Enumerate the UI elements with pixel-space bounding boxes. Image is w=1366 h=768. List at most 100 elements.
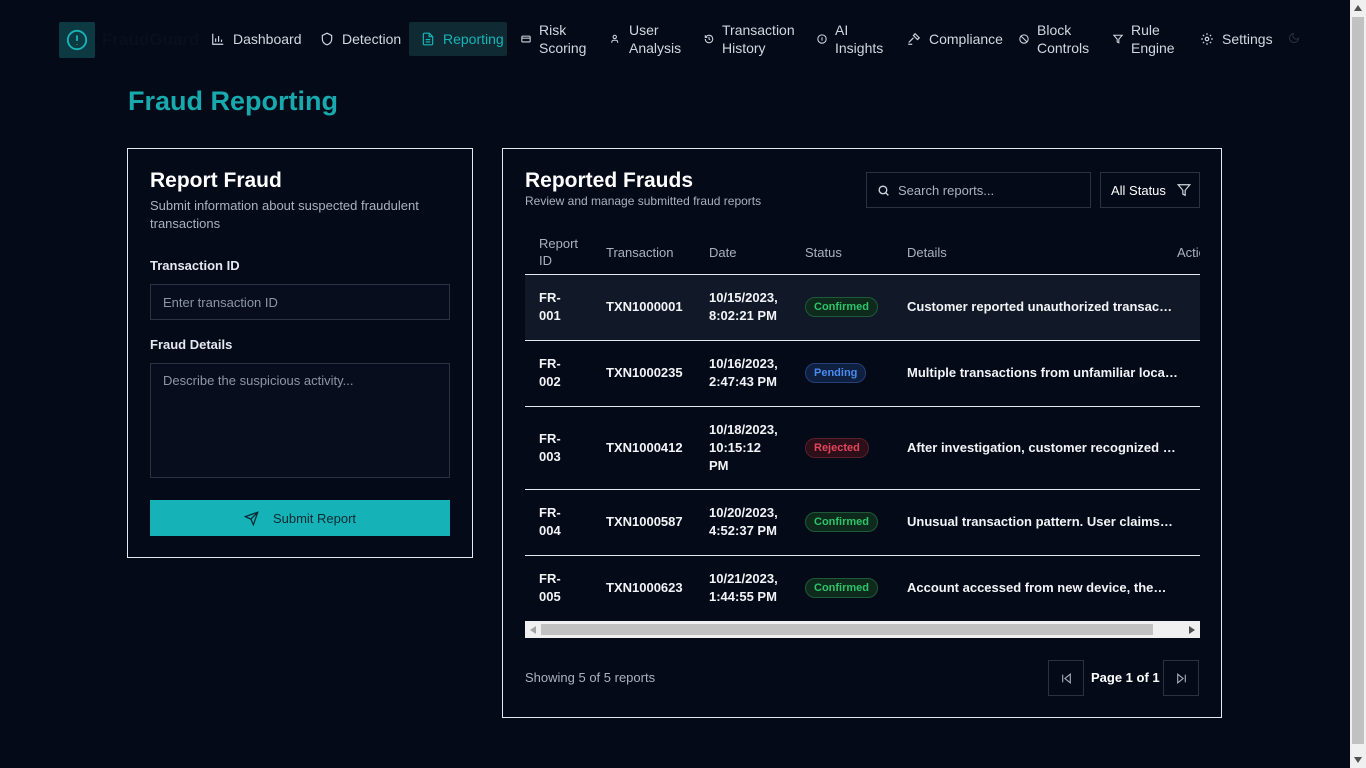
transaction-id-label: Transaction ID — [150, 258, 240, 273]
nav-settings[interactable]: Settings — [1200, 22, 1273, 56]
report-fraud-subtitle: Submit information about suspected fraud… — [150, 198, 419, 231]
transaction-id: TXN1000412 — [606, 440, 683, 455]
nav-label: AI Insights — [835, 22, 884, 56]
reported-frauds-title: Reported Frauds — [525, 169, 694, 192]
nav-label: Detection — [342, 31, 402, 47]
reported-frauds-card: Reported Frauds Review and manage submit… — [502, 148, 1222, 718]
report-details: Multiple transactions from unfamiliar lo… — [907, 365, 1178, 380]
filter-icon — [1113, 34, 1123, 44]
app-name: FraudGuard — [102, 30, 200, 49]
report-id: FR- 002 — [539, 356, 561, 389]
row-actions[interactable]: · — [1199, 299, 1200, 313]
nav-label: Risk Scoring — [539, 22, 587, 56]
row-actions[interactable]: · — [1199, 514, 1200, 528]
report-id: FR- 004 — [539, 505, 561, 538]
report-id: FR- 005 — [539, 571, 561, 604]
search-reports-input[interactable]: Search reports... — [866, 172, 1091, 208]
nav-risk-scoring[interactable]: Risk Scoring — [521, 22, 586, 56]
logo[interactable] — [59, 22, 95, 58]
table-header: Report ID Transaction Date Status Details… — [525, 229, 1200, 275]
next-page-button[interactable] — [1163, 660, 1199, 696]
nav-user-analysis[interactable]: User Analysis — [611, 22, 681, 56]
table-row[interactable]: FR- 004 TXN1000587 10/20/2023, 4:52:37 PM … — [525, 490, 1200, 556]
vertical-scrollbar[interactable] — [1350, 0, 1366, 768]
nav-dashboard[interactable]: Dashboard — [211, 22, 302, 56]
row-actions[interactable]: · — [1199, 440, 1200, 454]
col-status: Status — [805, 245, 842, 260]
credit-card-icon — [521, 34, 531, 44]
report-id: FR- 003 — [539, 431, 561, 464]
col-report-id: Report ID — [539, 236, 579, 268]
nav-label: Settings — [1222, 31, 1273, 47]
gear-icon — [1200, 32, 1214, 46]
nav-ai-insights[interactable]: AI Insights — [817, 22, 883, 56]
search-icon — [877, 184, 890, 197]
report-date: 10/18/2023, 10:15:12 PM — [709, 422, 778, 473]
scroll-left-icon[interactable] — [528, 624, 538, 635]
row-actions[interactable]: · — [1199, 580, 1200, 594]
transaction-id-input[interactable]: Enter transaction ID — [150, 284, 450, 320]
col-date: Date — [709, 245, 737, 260]
scrollbar-thumb[interactable] — [541, 624, 1153, 635]
transaction-id: TXN1000623 — [606, 580, 683, 595]
table-row[interactable]: FR- 003 TXN1000412 10/18/2023, 10:15:12 PM … — [525, 407, 1200, 490]
fraud-details-textarea[interactable]: Describe the suspicious activity... — [150, 363, 450, 478]
status-badge: Confirmed — [805, 512, 878, 532]
fraud-details-label: Fraud Details — [150, 337, 233, 352]
prev-page-button[interactable] — [1048, 660, 1084, 696]
showing-count: Showing 5 of 5 reports — [525, 670, 656, 685]
nav-transaction-history[interactable]: Transaction History — [704, 22, 795, 56]
transaction-id: TXN1000235 — [606, 365, 683, 380]
alert-circle-icon — [66, 29, 88, 51]
top-navigation: FraudGuard Dashboard Detection Reporting… — [0, 0, 1350, 80]
page-indicator: Page 1 of 1 — [1091, 670, 1160, 685]
report-id: FR- 001 — [539, 290, 561, 323]
nav-reporting[interactable]: Reporting — [409, 22, 507, 56]
nav-rule-engine[interactable]: Rule Engine — [1113, 22, 1175, 56]
send-icon — [243, 510, 259, 526]
table-row[interactable]: FR- 005 TXN1000623 10/21/2023, 1:44:55 PM … — [525, 556, 1200, 626]
nav-block-controls[interactable]: Block Controls — [1019, 22, 1089, 56]
file-text-icon — [421, 32, 435, 46]
gavel-icon — [907, 32, 921, 46]
row-actions[interactable]: · — [1199, 365, 1200, 379]
col-details: Details — [907, 245, 947, 260]
skip-forward-icon — [1176, 672, 1186, 684]
horizontal-scrollbar[interactable] — [525, 621, 1200, 638]
scroll-down-icon[interactable] — [1353, 755, 1363, 765]
status-filter-select[interactable]: All Status — [1100, 172, 1200, 208]
nav-label: Reporting — [443, 31, 504, 47]
skip-back-icon — [1061, 672, 1071, 684]
page-title: Fraud Reporting — [128, 86, 338, 116]
report-details: Unusual transaction pattern. User claims… — [907, 514, 1173, 529]
scroll-up-icon[interactable] — [1353, 3, 1363, 13]
table-row[interactable]: FR- 002 TXN1000235 10/16/2023, 2:47:43 PM … — [525, 341, 1200, 407]
theme-toggle[interactable] — [1288, 22, 1300, 56]
scroll-right-icon[interactable] — [1187, 624, 1197, 635]
nav-label: Dashboard — [233, 31, 302, 47]
status-badge: Confirmed — [805, 297, 878, 317]
submit-report-button[interactable]: Submit Report — [150, 500, 450, 536]
submit-report-label: Submit Report — [272, 510, 357, 526]
scrollbar-thumb[interactable] — [1352, 17, 1364, 744]
report-date: 10/21/2023, 1:44:55 PM — [709, 571, 778, 604]
info-icon — [817, 34, 827, 44]
transaction-id: TXN1000001 — [606, 299, 683, 314]
reported-frauds-subtitle: Review and manage submitted fraud report… — [525, 194, 762, 208]
nav-label: Block Controls — [1037, 22, 1090, 56]
users-icon — [611, 34, 621, 44]
reports-table: Report ID Transaction Date Status Details… — [525, 229, 1200, 639]
table-row[interactable]: FR- 001 TXN1000001 10/15/2023, 8:02:21 PM … — [525, 275, 1200, 341]
bar-chart-icon — [211, 32, 225, 46]
nav-detection[interactable]: Detection — [320, 22, 401, 56]
shield-icon — [320, 32, 334, 46]
moon-icon — [1288, 31, 1300, 47]
status-filter-value: All Status — [1111, 182, 1166, 198]
col-actions: Actions — [1177, 245, 1200, 260]
report-details: Account accessed from new device, the… — [907, 580, 1167, 595]
status-badge: Rejected — [805, 438, 869, 458]
nav-compliance[interactable]: Compliance — [907, 22, 1003, 56]
status-badge: Confirmed — [805, 578, 878, 598]
report-date: 10/16/2023, 2:47:43 PM — [709, 356, 778, 389]
report-details: Customer reported unauthorized transac… — [907, 299, 1173, 314]
